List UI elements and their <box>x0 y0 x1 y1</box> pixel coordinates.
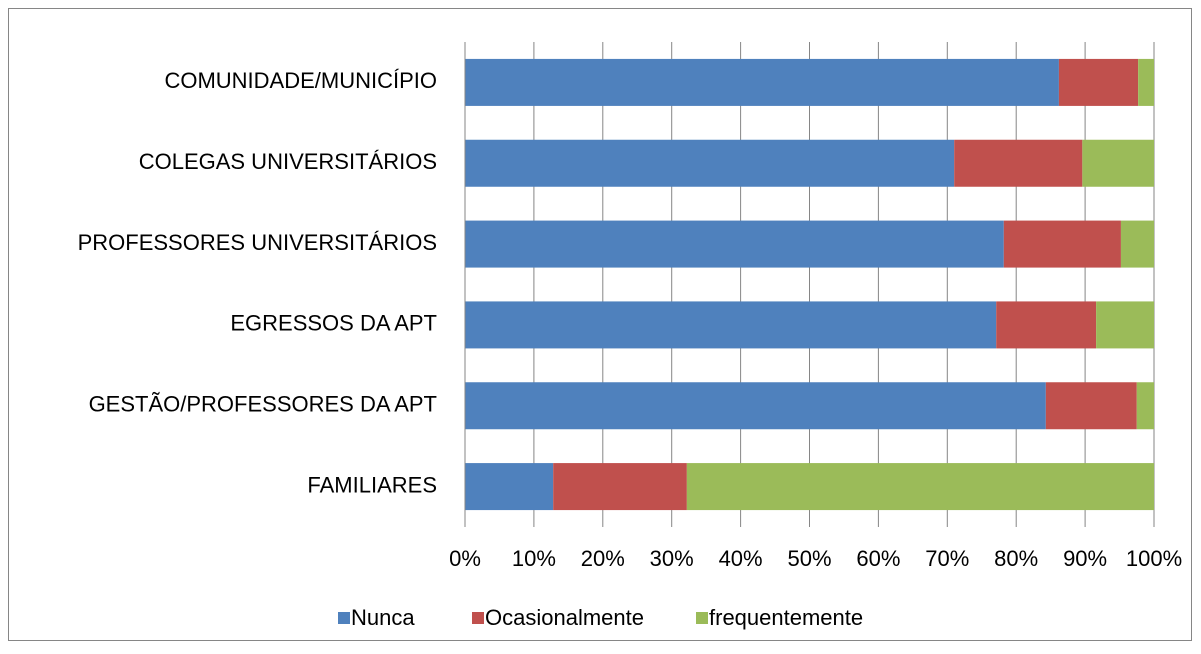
bar-segment <box>465 463 554 511</box>
bar-segment <box>996 301 1097 349</box>
bar-segment <box>465 58 1059 106</box>
bar-segment <box>465 139 955 187</box>
x-tick-label: 70% <box>925 546 969 571</box>
bar-segment <box>465 220 1004 268</box>
bar-segment <box>686 463 1154 511</box>
x-tick-label: 60% <box>856 546 900 571</box>
bar-segment <box>1003 220 1121 268</box>
legend-swatch <box>472 612 484 624</box>
y-tick-label: EGRESSOS DA APT <box>230 311 437 336</box>
x-tick-label: 90% <box>1063 546 1107 571</box>
y-tick-label: COMUNIDADE/MUNICÍPIO <box>164 68 437 93</box>
legend-label: frequentemente <box>709 605 863 630</box>
legend-label: Ocasionalmente <box>485 605 644 630</box>
y-tick-label: GESTÃO/PROFESSORES DA APT <box>89 392 437 417</box>
bar-segment <box>1136 382 1154 430</box>
bar-segment <box>465 301 997 349</box>
y-tick-label: FAMILIARES <box>307 472 437 497</box>
x-tick-label: 80% <box>994 546 1038 571</box>
x-tick-label: 10% <box>512 546 556 571</box>
x-tick-label: 40% <box>719 546 763 571</box>
bar-segment <box>553 463 687 511</box>
y-tick-label: PROFESSORES UNIVERSITÁRIOS <box>78 230 437 255</box>
legend-label: Nunca <box>351 605 415 630</box>
y-tick-label: COLEGAS UNIVERSITÁRIOS <box>139 149 437 174</box>
x-tick-label: 30% <box>650 546 694 571</box>
bar-segment <box>1082 139 1154 187</box>
bar-segment <box>1045 382 1137 430</box>
bar-segment <box>954 139 1083 187</box>
bar-segment <box>1058 58 1139 106</box>
x-tick-label: 0% <box>449 546 481 571</box>
x-tick-label: 50% <box>787 546 831 571</box>
legend-swatch <box>696 612 708 624</box>
bar-segment <box>1138 58 1154 106</box>
x-tick-label: 20% <box>581 546 625 571</box>
x-tick-label: 100% <box>1126 546 1182 571</box>
bar-segment <box>465 382 1046 430</box>
bar-segment <box>1096 301 1154 349</box>
bar-segment <box>1120 220 1154 268</box>
legend-swatch <box>338 612 350 624</box>
